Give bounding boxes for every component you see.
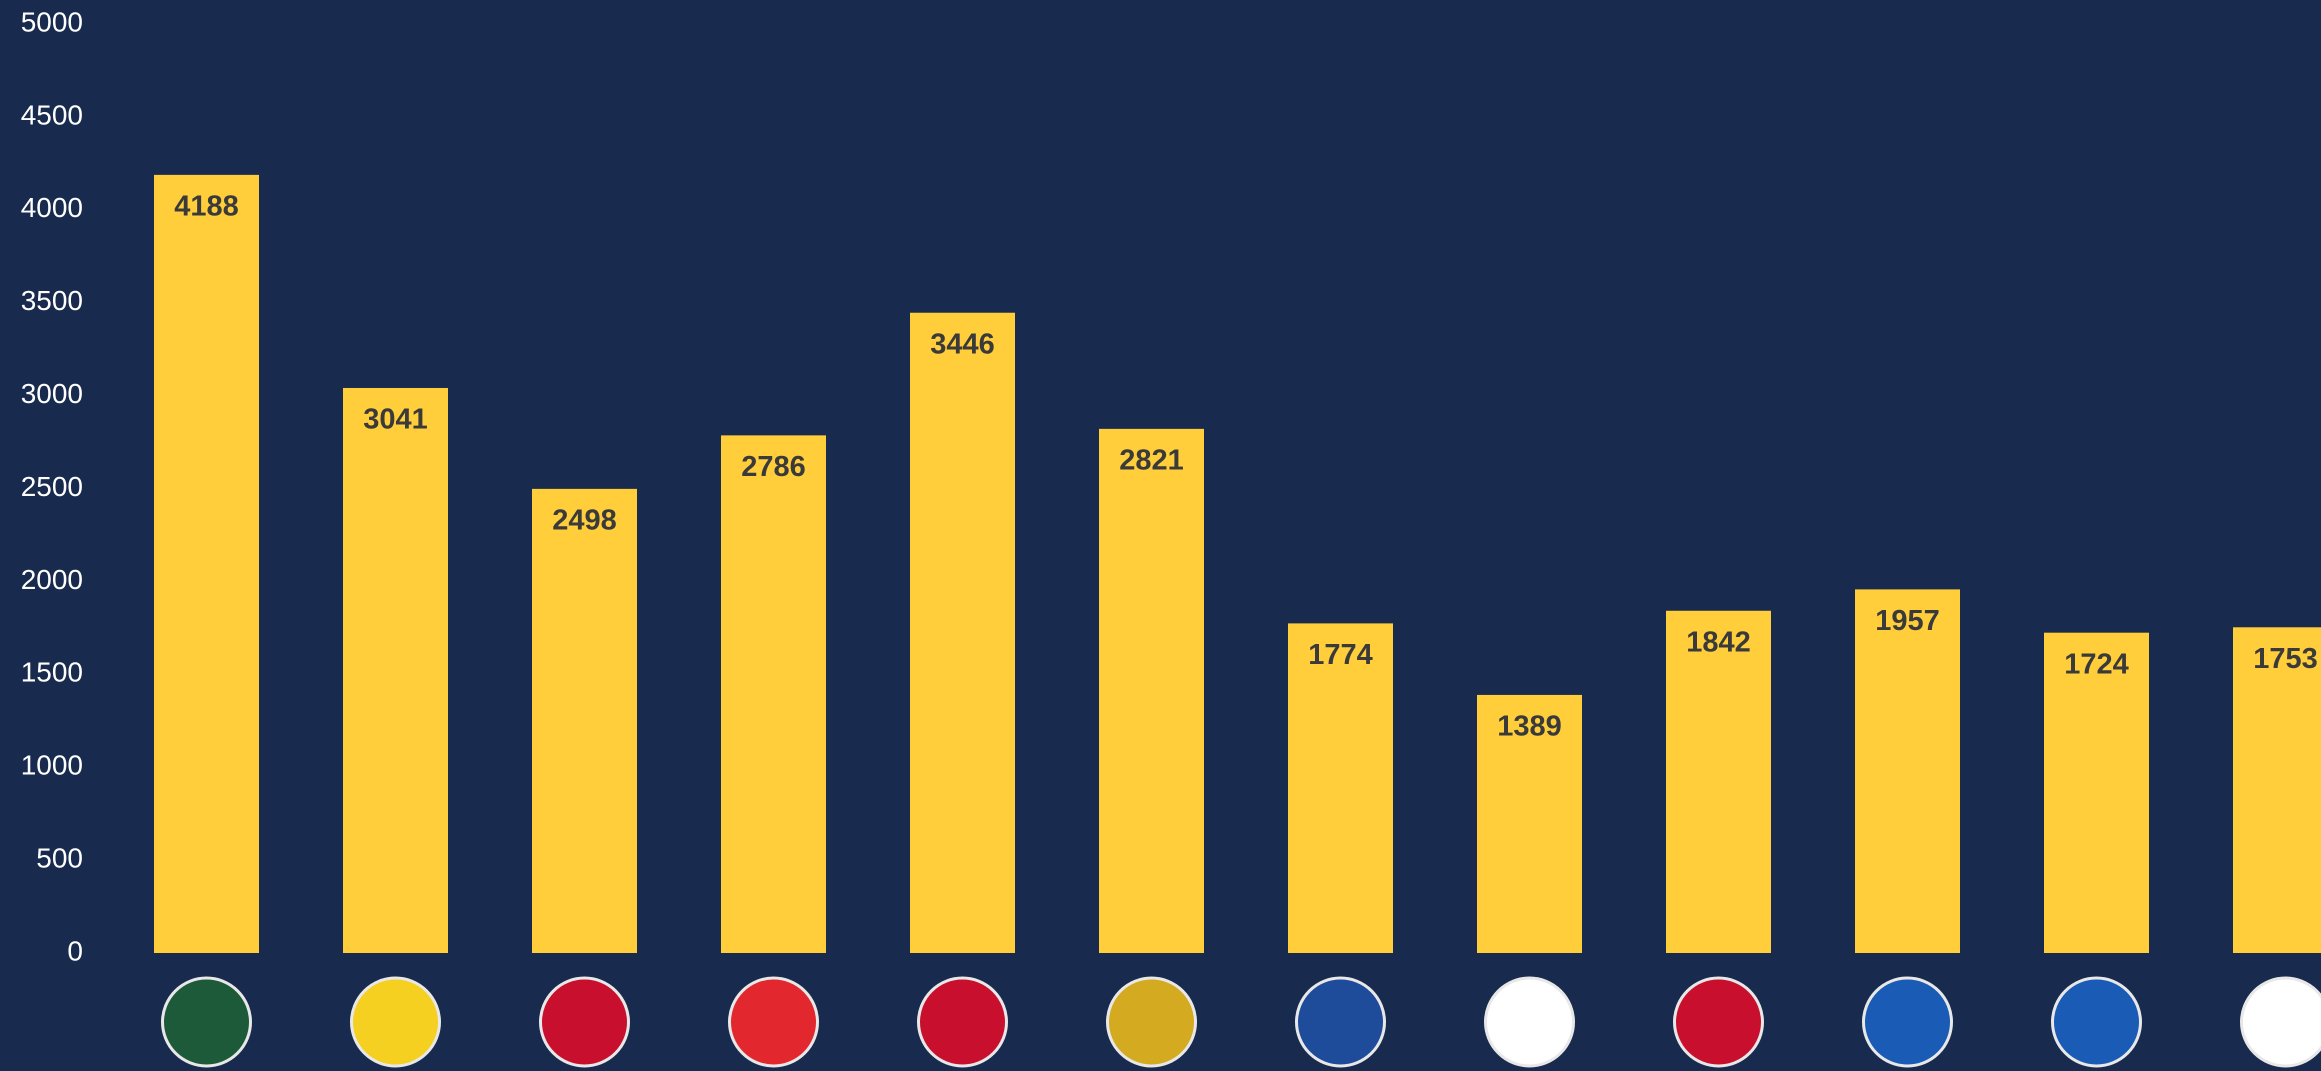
team-logo [161, 976, 252, 1068]
y-tick-label: 3500 [21, 285, 83, 316]
team-logo [917, 976, 1008, 1068]
value-label: 1842 [1686, 626, 1751, 658]
value-label: 1957 [1875, 605, 1940, 637]
value-label: 2498 [552, 505, 617, 537]
y-tick-label: 4500 [21, 99, 83, 130]
y-tick-label: 2000 [21, 564, 83, 595]
bar [1666, 610, 1771, 953]
bar [1099, 428, 1204, 954]
bar [343, 387, 448, 954]
team-logo [1484, 976, 1575, 1068]
bar [2044, 632, 2149, 953]
value-label: 1724 [2064, 648, 2129, 680]
team-logo [1862, 976, 1953, 1068]
y-tick-label: 2500 [21, 471, 83, 502]
value-label: 3041 [363, 404, 428, 436]
team-logo [1295, 976, 1386, 1068]
team-logo [350, 976, 441, 1068]
y-tick-label: 4000 [21, 192, 83, 223]
bar [721, 435, 826, 953]
team-logo [539, 976, 630, 1068]
value-label: 1774 [1308, 639, 1373, 671]
bar [1288, 623, 1393, 953]
team-logo [2051, 976, 2142, 1068]
value-label: 3446 [930, 328, 995, 360]
value-label: 2821 [1119, 445, 1184, 477]
team-logo [728, 976, 819, 1068]
value-label: 2786 [741, 451, 806, 483]
bar [532, 488, 637, 953]
value-label: 4188 [174, 191, 239, 223]
y-tick-label: 1000 [21, 750, 83, 781]
value-label: 1389 [1497, 711, 1562, 743]
team-logo [2240, 976, 2321, 1068]
bar [1855, 589, 1960, 953]
team-logo [1106, 976, 1197, 1068]
value-label: 1753 [2253, 643, 2318, 675]
bar [910, 312, 1015, 954]
y-tick-label: 1500 [21, 657, 83, 688]
y-tick-label: 0 [67, 935, 83, 966]
bar [154, 174, 259, 953]
team-logo [1673, 976, 1764, 1068]
y-tick-label: 3000 [21, 378, 83, 409]
y-tick-label: 5000 [21, 6, 83, 37]
y-tick-label: 500 [36, 842, 83, 873]
bar [1477, 694, 1582, 953]
bar [2233, 627, 2321, 953]
